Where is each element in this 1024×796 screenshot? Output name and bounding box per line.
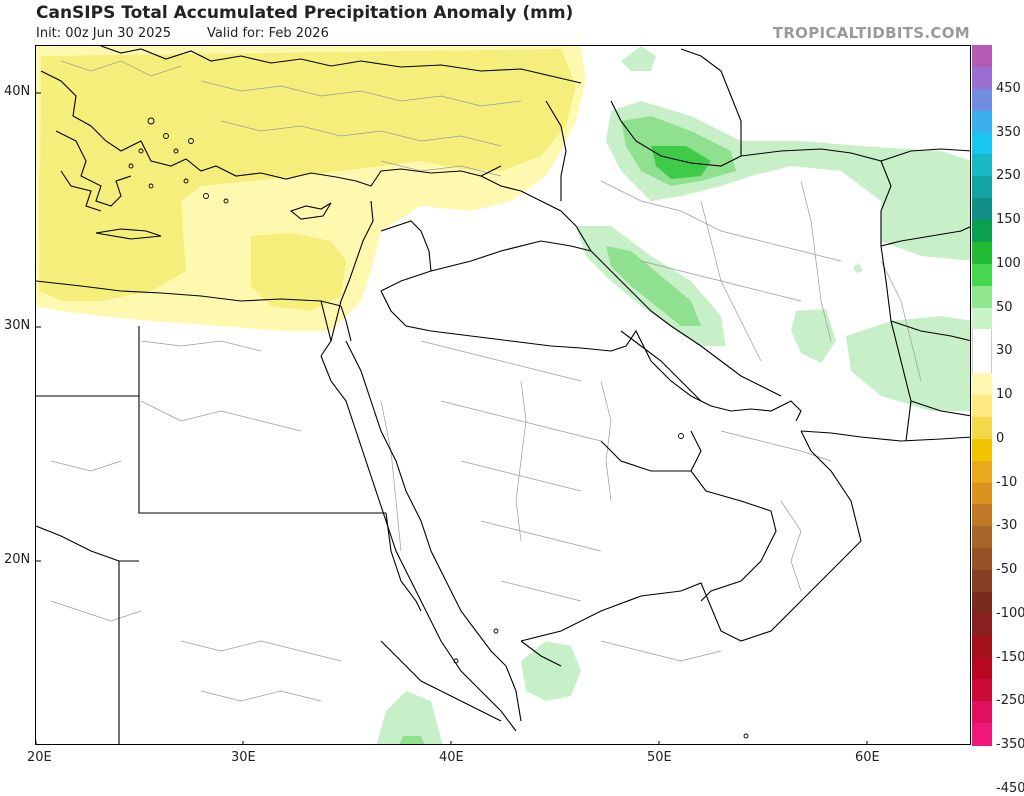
- wet-region-caspian-strong: [651, 146, 711, 179]
- wet-anomaly-regions: [376, 46, 970, 744]
- colorbar-segment: [972, 635, 992, 658]
- colorbar-segment: [972, 482, 992, 505]
- colorbar-segment: [972, 88, 992, 112]
- colorbar-label: 100: [996, 255, 1021, 271]
- colorbar-segment: [972, 45, 992, 68]
- colorbar-segment: [972, 285, 992, 308]
- lon-label-60e: 60E: [855, 750, 880, 765]
- colorbar-segment: [972, 438, 992, 462]
- lon-label-20e: 20E: [27, 750, 52, 765]
- lon-label-40e: 40E: [439, 750, 464, 765]
- colorbar-segment: [972, 591, 992, 615]
- colorbar-segment: [972, 416, 992, 440]
- dry-region-core: [39, 49, 576, 301]
- colorbar-segment: [972, 373, 992, 396]
- minor-borders: [50, 60, 922, 702]
- colorbar-segment: [972, 198, 992, 221]
- wet-region-small: [853, 263, 863, 273]
- map-svg: [36, 46, 970, 744]
- colorbar-label: 30: [996, 343, 1013, 359]
- colorbar-label: 250: [996, 168, 1021, 184]
- colorbar-label: -450: [996, 780, 1024, 796]
- colorbar-segment: [972, 154, 992, 177]
- dry-region-levant: [251, 233, 346, 311]
- colorbar-segment: [972, 570, 992, 593]
- colorbar-segment: [972, 395, 992, 418]
- colorbar-label: 150: [996, 212, 1021, 227]
- colorbar-segment: [972, 723, 992, 746]
- colorbar-segment: [972, 657, 992, 680]
- colorbar-segment: [972, 701, 992, 724]
- colorbar-segment: [972, 526, 992, 549]
- lat-label-30n: 30N: [4, 318, 31, 333]
- lat-label-20n: 20N: [4, 552, 31, 567]
- init-time: Init: 00z Jun 30 2025: [36, 26, 171, 41]
- colorbar-segment: [972, 329, 992, 352]
- colorbar-segment: [972, 307, 992, 330]
- colorbar-label: -10: [996, 474, 1018, 490]
- colorbar-label: 0: [996, 430, 1005, 446]
- colorbar-segment: [972, 548, 992, 571]
- wet-region-pakistan: [846, 316, 970, 411]
- colorbar-segment: [972, 504, 992, 527]
- colorbar-segment: [972, 110, 992, 133]
- wet-region-georgia: [621, 46, 656, 71]
- valid-time: Valid for: Feb 2026: [207, 26, 329, 41]
- dry-region-west: [39, 171, 101, 266]
- colorbar-label: -30: [996, 518, 1018, 534]
- lon-label-30e: 30E: [231, 750, 256, 765]
- colorbar-label: 10: [996, 387, 1013, 402]
- colorbar-segment: [972, 351, 992, 374]
- colorbar-label: 50: [996, 299, 1013, 315]
- colorbar-label: 450: [996, 80, 1021, 96]
- map-area: [35, 45, 971, 745]
- colorbar-segment: [972, 241, 992, 265]
- colorbar-label: -150: [996, 649, 1024, 665]
- colorbar-label: -250: [996, 693, 1024, 709]
- colorbar-segment: [972, 176, 992, 199]
- aegean-islands: [128, 117, 749, 739]
- lon-label-50e: 50E: [647, 750, 672, 765]
- wet-region-ethiopia: [376, 691, 443, 744]
- colorbar-label: -350: [996, 737, 1024, 752]
- colorbar-label: -100: [996, 605, 1024, 621]
- wet-region-ethiopia-core: [399, 736, 425, 744]
- dry-anomaly-regions: [36, 46, 586, 331]
- lat-label-40n: 40N: [4, 84, 31, 99]
- colorbar-segment: [972, 263, 992, 287]
- grid-ticks: [36, 92, 868, 744]
- colorbar-label: -50: [996, 562, 1018, 577]
- colorbar-segment: [972, 66, 992, 90]
- colorbar-segment: [972, 132, 992, 155]
- colorbar-segment: [972, 613, 992, 637]
- wet-region-yemen: [521, 641, 581, 701]
- chart-title: CanSIPS Total Accumulated Precipitation …: [36, 3, 574, 23]
- colorbar-segment: [972, 220, 992, 243]
- colorbar-segment: [972, 679, 992, 702]
- wet-region-zagros-core: [606, 246, 701, 326]
- colorbar-segment: [972, 460, 992, 483]
- colorbar-label: 350: [996, 124, 1021, 140]
- colorbar: [972, 45, 992, 746]
- wet-region-iran-south: [791, 309, 836, 363]
- watermark: TROPICALTIDBITS.COM: [772, 24, 970, 42]
- country-borders: [36, 46, 970, 744]
